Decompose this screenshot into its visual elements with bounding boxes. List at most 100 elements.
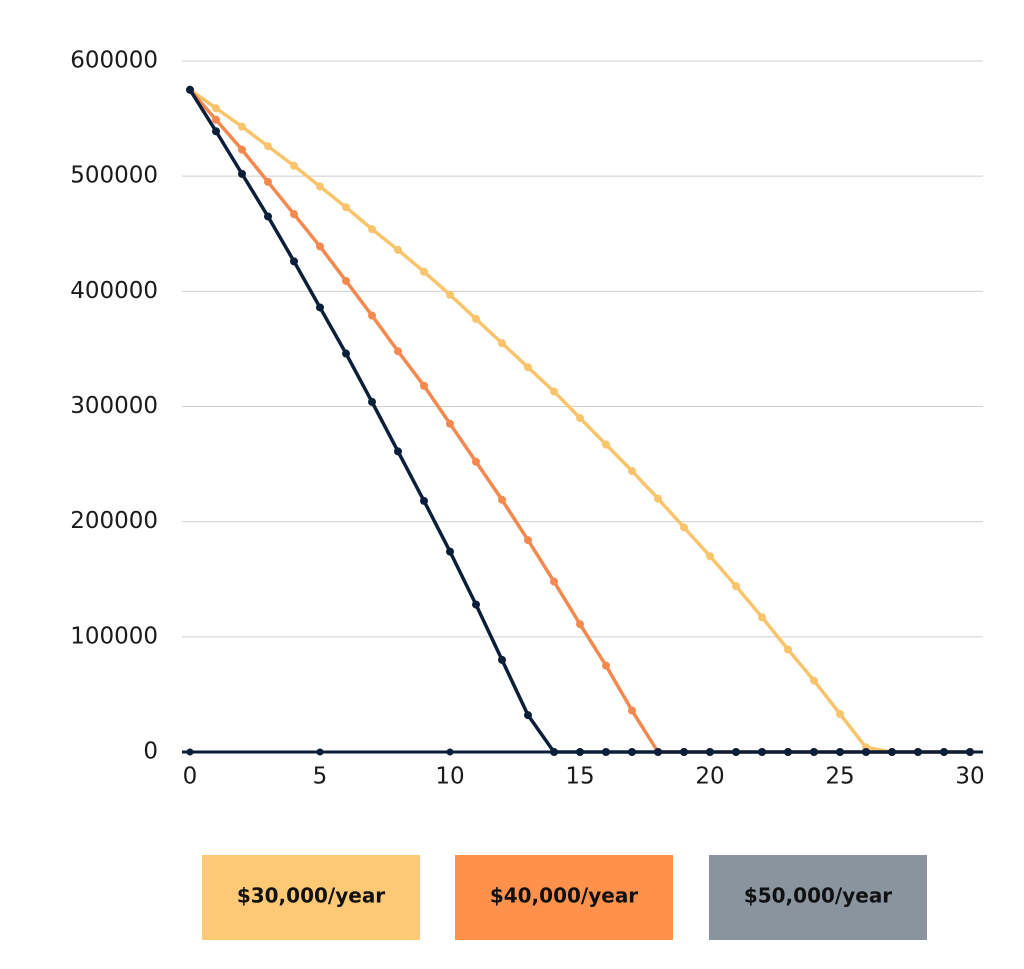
data-point bbox=[602, 661, 610, 670]
data-point bbox=[290, 161, 298, 170]
x-tick-label: 30 bbox=[955, 764, 984, 790]
x-tick-label: 5 bbox=[313, 764, 328, 790]
data-point bbox=[290, 257, 298, 266]
x-tick-label: 25 bbox=[825, 764, 854, 790]
data-point bbox=[862, 748, 870, 756]
data-point bbox=[420, 381, 428, 390]
data-point bbox=[498, 495, 506, 504]
data-point bbox=[706, 552, 714, 561]
data-point bbox=[576, 620, 584, 629]
grid: 0 100000 200000 300000 400000 500000 600000 0 5 1… bbox=[70, 48, 984, 790]
legend-swatch bbox=[709, 855, 927, 940]
legend-swatch bbox=[202, 855, 420, 940]
data-point bbox=[524, 536, 532, 545]
x-tick-label: 15 bbox=[565, 764, 594, 790]
data-point bbox=[680, 748, 688, 756]
legend-label: $40,000/year bbox=[490, 884, 638, 908]
data-point bbox=[654, 494, 662, 503]
data-point bbox=[810, 748, 818, 756]
legend-swatch bbox=[455, 855, 673, 940]
data-point bbox=[446, 290, 454, 299]
data-point bbox=[342, 203, 350, 212]
data-point bbox=[784, 748, 792, 756]
y-tick-label: 300000 bbox=[70, 393, 158, 419]
data-point bbox=[498, 339, 506, 348]
data-point bbox=[836, 709, 844, 718]
data-point bbox=[706, 748, 714, 756]
data-point bbox=[420, 496, 428, 505]
y-tick-label: 200000 bbox=[70, 508, 158, 534]
data-point bbox=[368, 311, 376, 320]
data-point bbox=[264, 212, 272, 221]
y-tick-label: 400000 bbox=[70, 278, 158, 304]
data-point bbox=[446, 547, 454, 556]
x-tick-mark bbox=[316, 748, 324, 756]
x-tick-mark bbox=[446, 748, 454, 756]
data-point bbox=[940, 748, 948, 756]
data-point bbox=[758, 613, 766, 622]
legend: $30,000/year $40,000/year $50,000/year bbox=[202, 855, 927, 940]
data-point bbox=[212, 115, 220, 124]
data-point bbox=[654, 748, 662, 756]
data-point bbox=[264, 142, 272, 151]
data-point bbox=[628, 706, 636, 715]
data-point bbox=[836, 748, 844, 756]
data-point bbox=[472, 600, 480, 609]
data-point bbox=[498, 655, 506, 664]
y-tick-label: 500000 bbox=[70, 163, 158, 189]
x-tick-label: 0 bbox=[183, 764, 198, 790]
data-point bbox=[758, 748, 766, 756]
data-point bbox=[784, 645, 792, 654]
x-tick-mark bbox=[186, 748, 194, 756]
data-point bbox=[524, 363, 532, 372]
data-point bbox=[576, 414, 584, 423]
data-point bbox=[420, 267, 428, 276]
data-point bbox=[680, 523, 688, 532]
data-point bbox=[602, 440, 610, 449]
data-point bbox=[290, 210, 298, 219]
legend-label: $30,000/year bbox=[237, 884, 385, 908]
data-point bbox=[238, 122, 246, 131]
data-point bbox=[810, 676, 818, 685]
data-point bbox=[394, 447, 402, 456]
y-tick-label: 600000 bbox=[70, 48, 158, 74]
data-point bbox=[576, 748, 584, 756]
data-point bbox=[472, 457, 480, 466]
y-tick-label: 0 bbox=[143, 739, 158, 765]
data-point bbox=[212, 104, 220, 113]
y-tick-label: 100000 bbox=[70, 623, 158, 649]
x-tick-label: 20 bbox=[695, 764, 724, 790]
data-point bbox=[394, 347, 402, 356]
data-point bbox=[550, 748, 558, 756]
data-point bbox=[316, 182, 324, 191]
data-point bbox=[238, 145, 246, 154]
data-point bbox=[914, 748, 922, 756]
data-point bbox=[524, 711, 532, 720]
data-point bbox=[888, 748, 896, 756]
data-point bbox=[732, 748, 740, 756]
legend-label: $50,000/year bbox=[744, 884, 892, 908]
data-point bbox=[550, 387, 558, 396]
data-point bbox=[966, 748, 974, 756]
data-point bbox=[550, 577, 558, 586]
data-point bbox=[446, 419, 454, 428]
data-point bbox=[602, 748, 610, 756]
data-point bbox=[316, 303, 324, 312]
data-point bbox=[342, 276, 350, 285]
data-point bbox=[342, 349, 350, 358]
data-point bbox=[368, 397, 376, 406]
data-point bbox=[368, 225, 376, 234]
data-point bbox=[472, 314, 480, 323]
data-point bbox=[628, 748, 636, 756]
data-point bbox=[186, 85, 194, 94]
data-point bbox=[628, 466, 636, 475]
data-point bbox=[316, 242, 324, 251]
data-point bbox=[212, 127, 220, 136]
data-point bbox=[264, 177, 272, 186]
data-point bbox=[394, 245, 402, 254]
plot-area bbox=[186, 85, 974, 756]
data-point bbox=[732, 582, 740, 591]
x-tick-label: 10 bbox=[435, 764, 464, 790]
data-point bbox=[238, 169, 246, 178]
